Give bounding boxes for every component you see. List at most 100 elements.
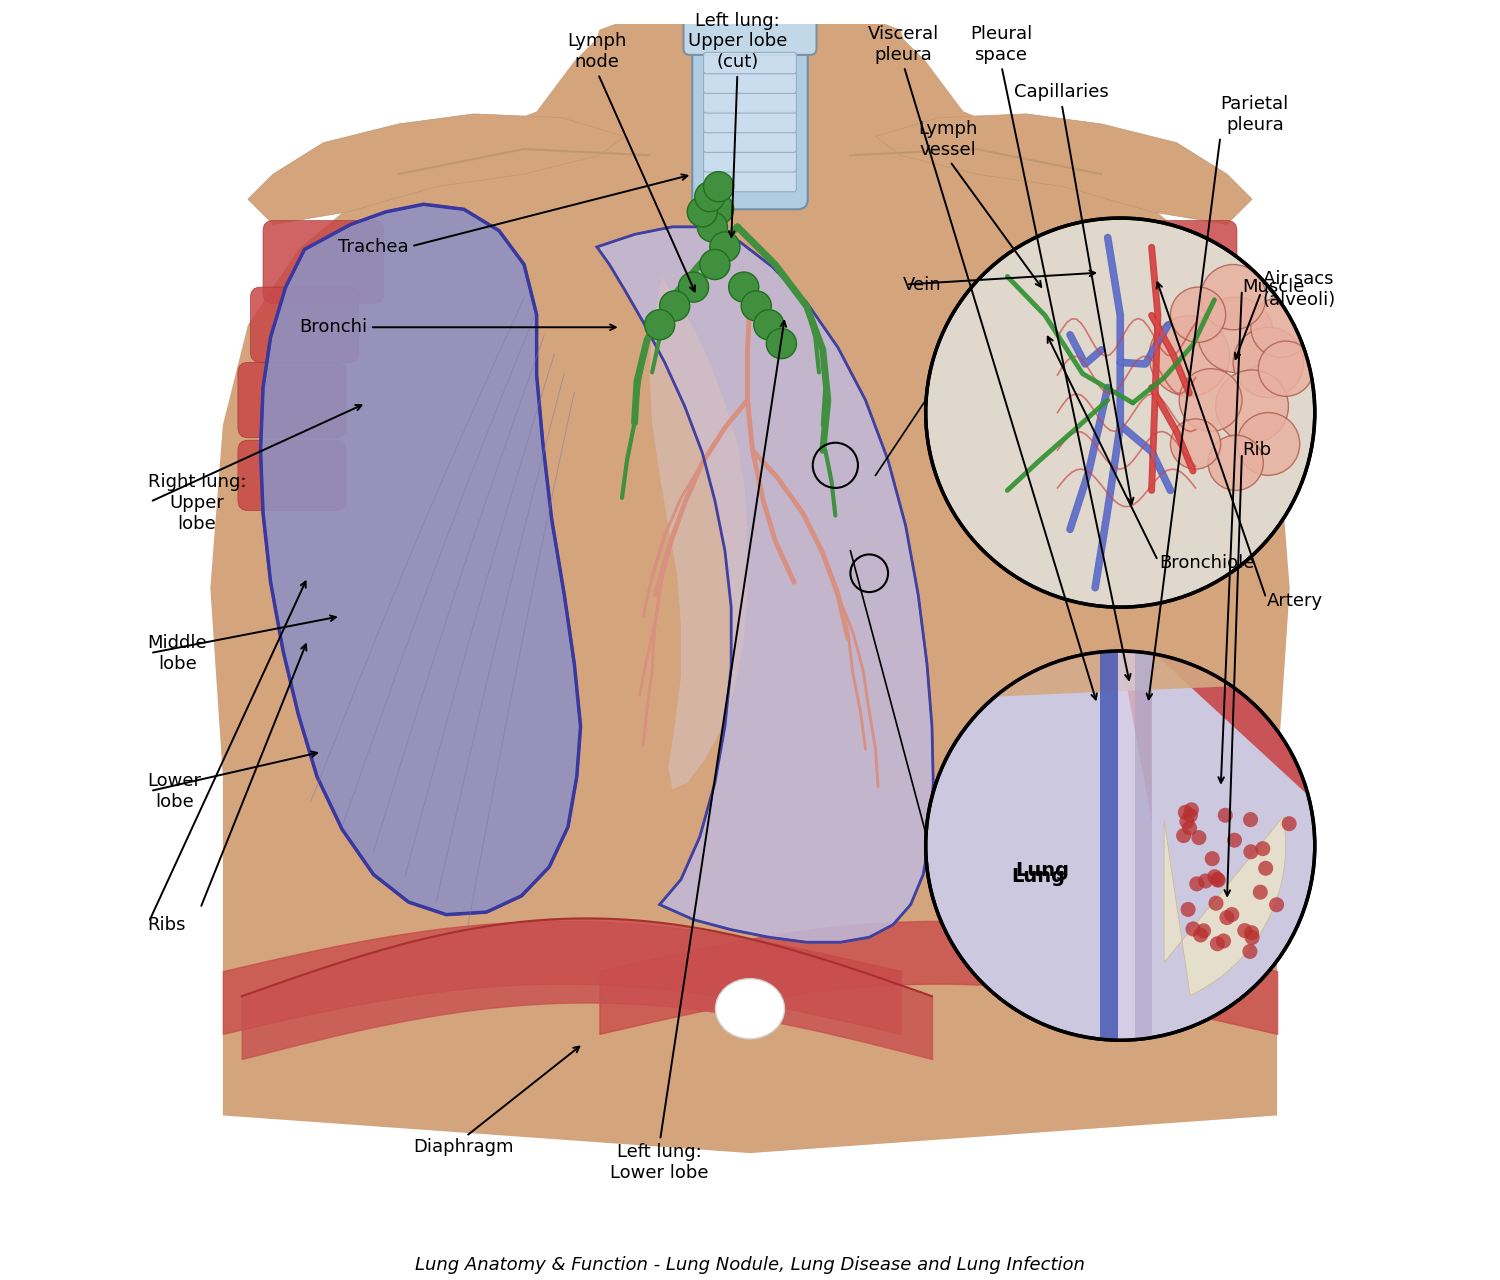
Circle shape <box>710 232 740 262</box>
Circle shape <box>1220 910 1234 925</box>
Polygon shape <box>994 652 1232 696</box>
Circle shape <box>1178 805 1192 820</box>
FancyBboxPatch shape <box>684 0 816 55</box>
Circle shape <box>1215 370 1288 443</box>
FancyBboxPatch shape <box>1154 440 1262 511</box>
Circle shape <box>1200 265 1266 330</box>
Text: Parietal
pleura: Parietal pleura <box>1221 95 1288 134</box>
Circle shape <box>1245 929 1260 945</box>
Text: Capillaries: Capillaries <box>1014 83 1108 101</box>
Circle shape <box>1190 877 1204 891</box>
Circle shape <box>1191 831 1206 845</box>
Circle shape <box>1218 808 1233 823</box>
Circle shape <box>704 195 734 224</box>
FancyBboxPatch shape <box>704 170 797 192</box>
Circle shape <box>1185 922 1200 937</box>
Circle shape <box>678 273 708 302</box>
Polygon shape <box>1164 817 1286 996</box>
Circle shape <box>1204 851 1219 867</box>
Circle shape <box>1184 808 1198 823</box>
Circle shape <box>1198 873 1214 888</box>
Text: Lymph
node: Lymph node <box>567 32 627 72</box>
Polygon shape <box>586 0 914 174</box>
Circle shape <box>1209 896 1224 911</box>
Text: Rib: Rib <box>1242 442 1270 460</box>
Circle shape <box>1256 841 1270 856</box>
Circle shape <box>698 211 728 242</box>
FancyBboxPatch shape <box>704 111 797 133</box>
Circle shape <box>1208 869 1222 884</box>
Polygon shape <box>1136 652 1152 1041</box>
Text: Air sacs
(alveoli): Air sacs (alveoli) <box>1262 270 1335 308</box>
Text: Vein: Vein <box>903 275 942 293</box>
Circle shape <box>1179 814 1194 829</box>
FancyBboxPatch shape <box>1154 362 1262 438</box>
Circle shape <box>1170 419 1221 468</box>
Circle shape <box>1179 369 1242 431</box>
Polygon shape <box>210 23 1290 1153</box>
FancyBboxPatch shape <box>704 131 797 152</box>
Circle shape <box>1244 925 1258 941</box>
Ellipse shape <box>716 979 784 1039</box>
Polygon shape <box>876 114 1252 224</box>
Circle shape <box>1244 845 1258 859</box>
Text: Ribs: Ribs <box>147 915 186 933</box>
Text: Muscle: Muscle <box>1242 278 1305 296</box>
Polygon shape <box>1118 652 1136 1041</box>
Circle shape <box>1184 803 1198 818</box>
Text: Bronchi: Bronchi <box>298 319 368 337</box>
Circle shape <box>1192 928 1208 942</box>
FancyBboxPatch shape <box>704 72 797 93</box>
Circle shape <box>766 329 796 358</box>
FancyBboxPatch shape <box>251 287 358 362</box>
Circle shape <box>1196 923 1210 938</box>
Circle shape <box>1281 817 1296 831</box>
Text: Diaphragm: Diaphragm <box>414 1138 514 1156</box>
Circle shape <box>694 182 724 211</box>
Text: Trachea: Trachea <box>338 238 408 256</box>
FancyBboxPatch shape <box>704 52 797 74</box>
Circle shape <box>1258 340 1314 397</box>
Circle shape <box>1252 884 1268 900</box>
Circle shape <box>1210 872 1225 887</box>
Circle shape <box>1216 933 1231 948</box>
Circle shape <box>1170 287 1226 342</box>
Text: Bronchiole: Bronchiole <box>1160 554 1254 572</box>
Text: Left lung:
Upper lobe
(cut): Left lung: Upper lobe (cut) <box>688 12 788 72</box>
Circle shape <box>1227 833 1242 847</box>
Circle shape <box>704 172 734 202</box>
Text: Lung Anatomy & Function - Lung Nodule, Lung Disease and Lung Infection: Lung Anatomy & Function - Lung Nodule, L… <box>416 1256 1084 1274</box>
Polygon shape <box>597 227 933 942</box>
FancyBboxPatch shape <box>704 92 797 113</box>
FancyBboxPatch shape <box>238 362 346 438</box>
Polygon shape <box>1120 652 1308 820</box>
Circle shape <box>1242 943 1257 959</box>
Circle shape <box>1238 412 1299 475</box>
Circle shape <box>1208 435 1263 490</box>
Circle shape <box>687 197 717 227</box>
Circle shape <box>1258 860 1274 876</box>
Circle shape <box>1176 828 1191 844</box>
Circle shape <box>926 218 1316 607</box>
Text: Lower
lobe: Lower lobe <box>147 772 201 812</box>
Circle shape <box>741 291 771 321</box>
Text: Lymph
vessel: Lymph vessel <box>918 120 978 159</box>
Circle shape <box>1210 873 1225 887</box>
Circle shape <box>1180 902 1196 916</box>
Circle shape <box>660 291 690 321</box>
Polygon shape <box>1100 652 1118 1041</box>
Circle shape <box>1269 897 1284 913</box>
Circle shape <box>1238 923 1252 938</box>
Polygon shape <box>248 114 624 224</box>
FancyBboxPatch shape <box>1142 287 1250 362</box>
FancyBboxPatch shape <box>704 151 797 172</box>
Circle shape <box>645 310 675 339</box>
Circle shape <box>1251 297 1311 357</box>
Circle shape <box>1182 820 1197 836</box>
Text: Middle
lobe: Middle lobe <box>147 634 207 673</box>
Circle shape <box>1210 936 1225 951</box>
Circle shape <box>1198 297 1274 372</box>
FancyBboxPatch shape <box>693 38 807 210</box>
Circle shape <box>1233 328 1304 398</box>
Circle shape <box>1224 908 1239 922</box>
